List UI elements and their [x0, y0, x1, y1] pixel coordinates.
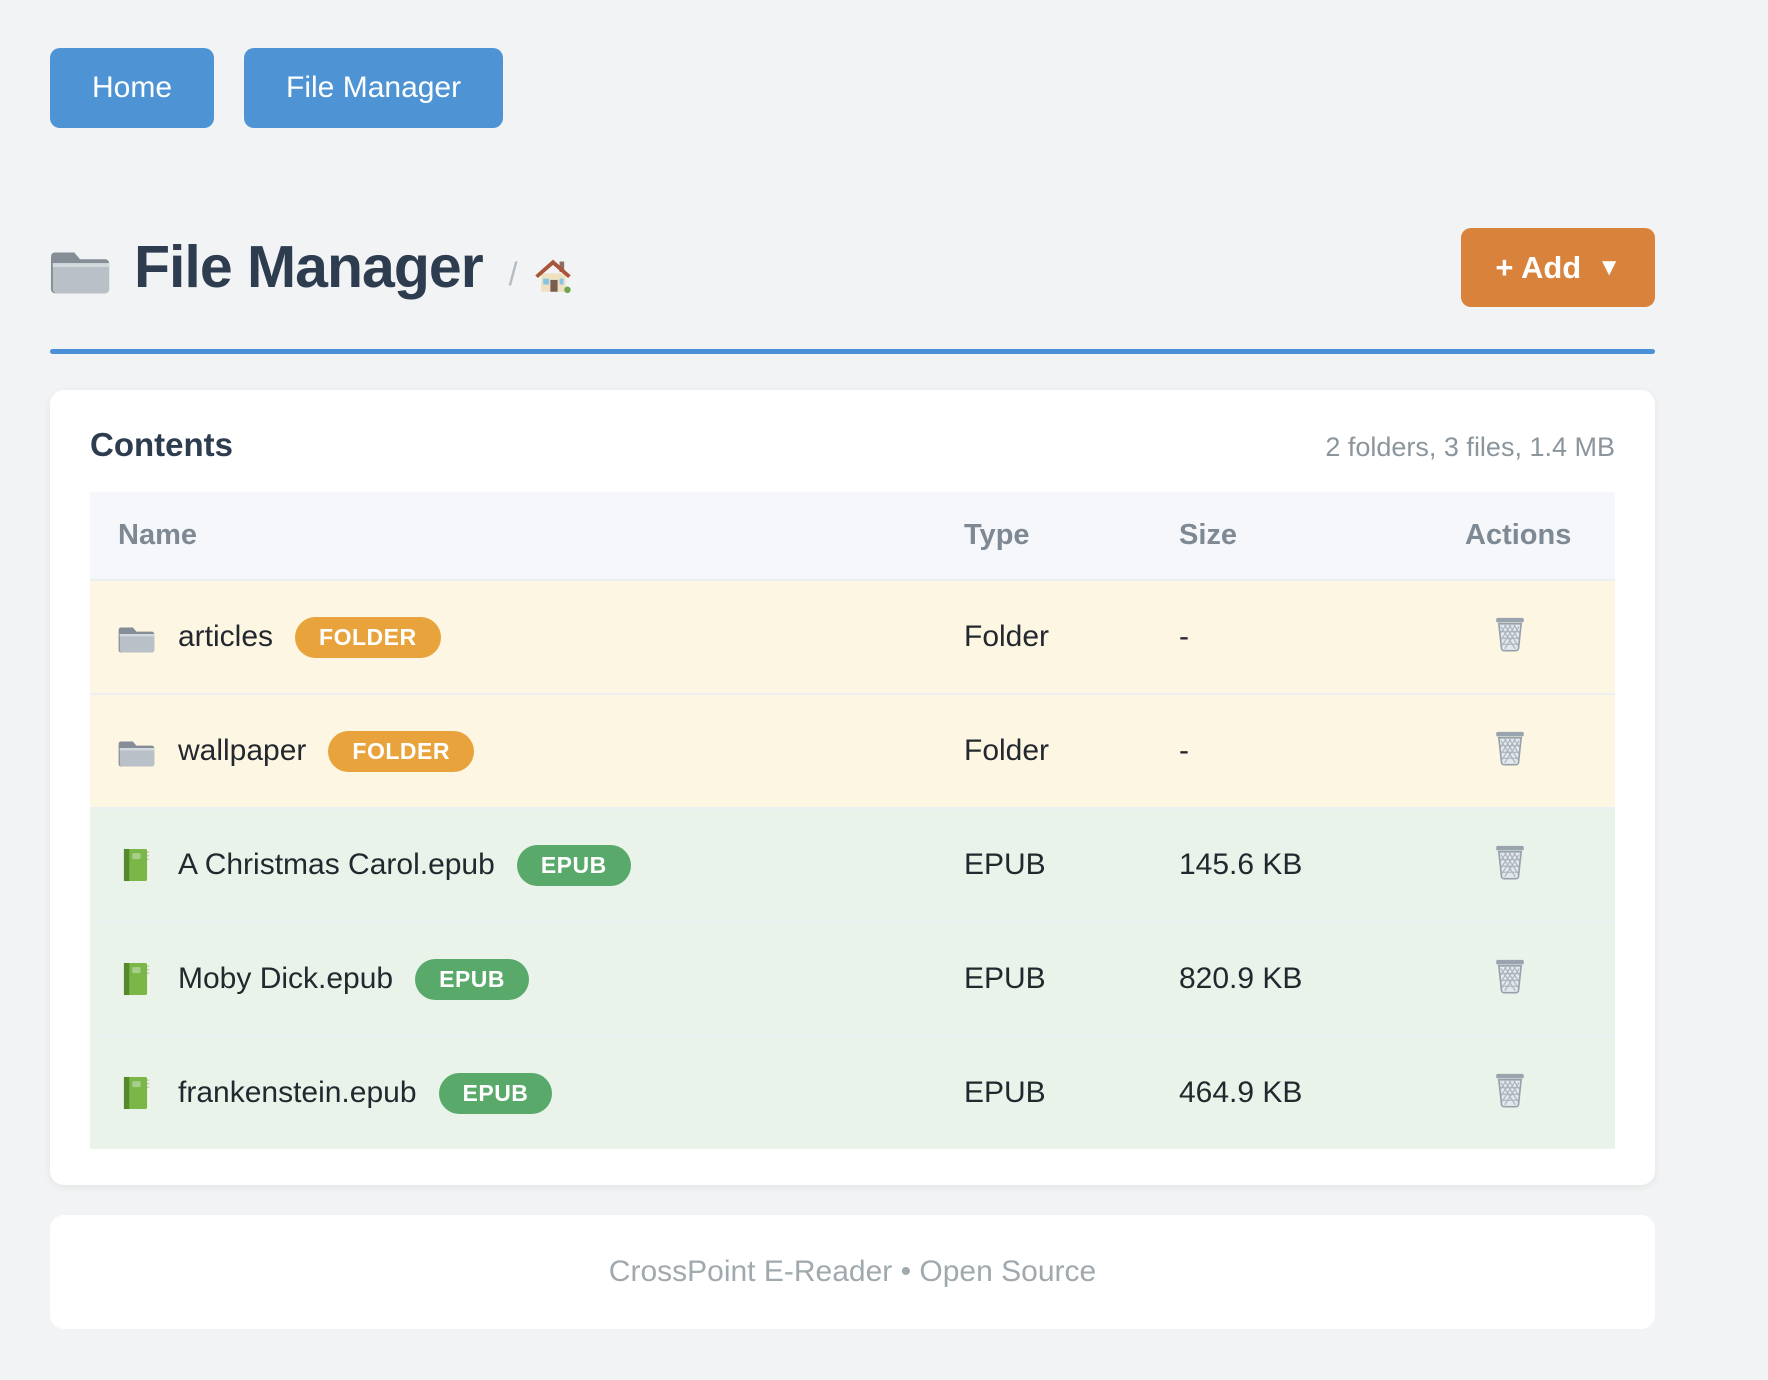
type-badge: FOLDER — [328, 730, 474, 772]
top-nav: Home File Manager — [50, 48, 1655, 128]
column-header-name: Name — [118, 519, 197, 551]
type-cell: Folder — [964, 734, 1050, 767]
type-badge: EPUB — [438, 1072, 553, 1114]
type-cell: EPUB — [964, 962, 1046, 995]
type-badge: FOLDER — [295, 616, 441, 658]
table-row: Moby Dick.epub EPUB EPUB 820.9 KB — [90, 922, 1615, 1036]
contents-card: Contents 2 folders, 3 files, 1.4 MB Name… — [50, 390, 1655, 1185]
file-table-header: Name Type Size Actions — [90, 492, 1615, 580]
footer-text: CrossPoint E-Reader • Open Source — [608, 1255, 1097, 1288]
contents-summary: 2 folders, 3 files, 1.4 MB — [1325, 432, 1615, 462]
file-name-link[interactable]: frankenstein.epub — [178, 1076, 417, 1109]
table-row: articles FOLDER Folder - — [90, 580, 1615, 694]
file-name-link[interactable]: articles — [178, 620, 274, 653]
delete-button[interactable] — [1489, 1068, 1531, 1110]
page-title-group: File Manager / — [50, 237, 574, 299]
column-header-size: Size — [1179, 519, 1238, 551]
column-header-type: Type — [964, 519, 1030, 551]
home-icon[interactable] — [532, 255, 574, 297]
breadcrumb-separator: / — [508, 256, 518, 292]
delete-button[interactable] — [1489, 840, 1531, 882]
type-badge: EPUB — [516, 844, 631, 886]
name-cell: wallpaper FOLDER — [90, 730, 964, 772]
nav-home-button[interactable]: Home — [50, 48, 215, 128]
page-header: File Manager / + Add ▼ — [50, 228, 1655, 307]
folder-icon — [118, 618, 156, 656]
delete-button[interactable] — [1489, 954, 1531, 996]
page-title: File Manager — [134, 234, 484, 300]
nav-file-manager-button[interactable]: File Manager — [244, 48, 504, 128]
book-icon — [118, 960, 156, 998]
name-cell: A Christmas Carol.epub EPUB — [90, 844, 964, 886]
size-cell: - — [1179, 734, 1189, 767]
trash-icon — [1489, 954, 1531, 996]
header-divider — [50, 349, 1655, 354]
trash-icon — [1489, 726, 1531, 768]
contents-title: Contents — [90, 426, 233, 463]
file-name-link[interactable]: A Christmas Carol.epub — [178, 848, 495, 881]
delete-button[interactable] — [1489, 726, 1531, 768]
file-name-link[interactable]: Moby Dick.epub — [178, 962, 394, 995]
book-icon — [118, 846, 156, 884]
size-cell: 145.6 KB — [1179, 848, 1303, 881]
add-button[interactable]: + Add ▼ — [1461, 228, 1655, 307]
name-cell: Moby Dick.epub EPUB — [90, 958, 964, 1000]
trash-icon — [1489, 840, 1531, 882]
book-icon — [118, 1074, 156, 1112]
table-row: A Christmas Carol.epub EPUB EPUB 145.6 K… — [90, 808, 1615, 922]
file-table: Name Type Size Actions articles FOLDER — [90, 492, 1615, 1149]
file-name-link[interactable]: wallpaper — [178, 734, 307, 767]
footer: CrossPoint E-Reader • Open Source — [50, 1215, 1655, 1329]
contents-card-header: Contents 2 folders, 3 files, 1.4 MB — [90, 426, 1615, 464]
name-cell: articles FOLDER — [90, 616, 964, 658]
size-cell: - — [1179, 620, 1189, 653]
size-cell: 820.9 KB — [1179, 962, 1303, 995]
type-badge: EPUB — [415, 958, 530, 1000]
file-table-body: articles FOLDER Folder - — [90, 580, 1615, 1149]
folder-icon — [118, 732, 156, 770]
trash-icon — [1489, 612, 1531, 654]
chevron-down-icon: ▼ — [1597, 253, 1621, 281]
name-cell: frankenstein.epub EPUB — [90, 1072, 964, 1114]
add-button-label: + Add — [1495, 250, 1582, 285]
delete-button[interactable] — [1489, 612, 1531, 654]
column-header-actions: Actions — [1465, 519, 1572, 551]
file-manager-page: Home File Manager File Manager / + Add ▼… — [50, 48, 1655, 1329]
trash-icon — [1489, 1068, 1531, 1110]
table-row: wallpaper FOLDER Folder - — [90, 694, 1615, 808]
type-cell: EPUB — [964, 848, 1046, 881]
table-row: frankenstein.epub EPUB EPUB 464.9 KB — [90, 1036, 1615, 1149]
type-cell: EPUB — [964, 1076, 1046, 1109]
folder-icon — [50, 237, 112, 299]
size-cell: 464.9 KB — [1179, 1076, 1303, 1109]
type-cell: Folder — [964, 620, 1050, 653]
